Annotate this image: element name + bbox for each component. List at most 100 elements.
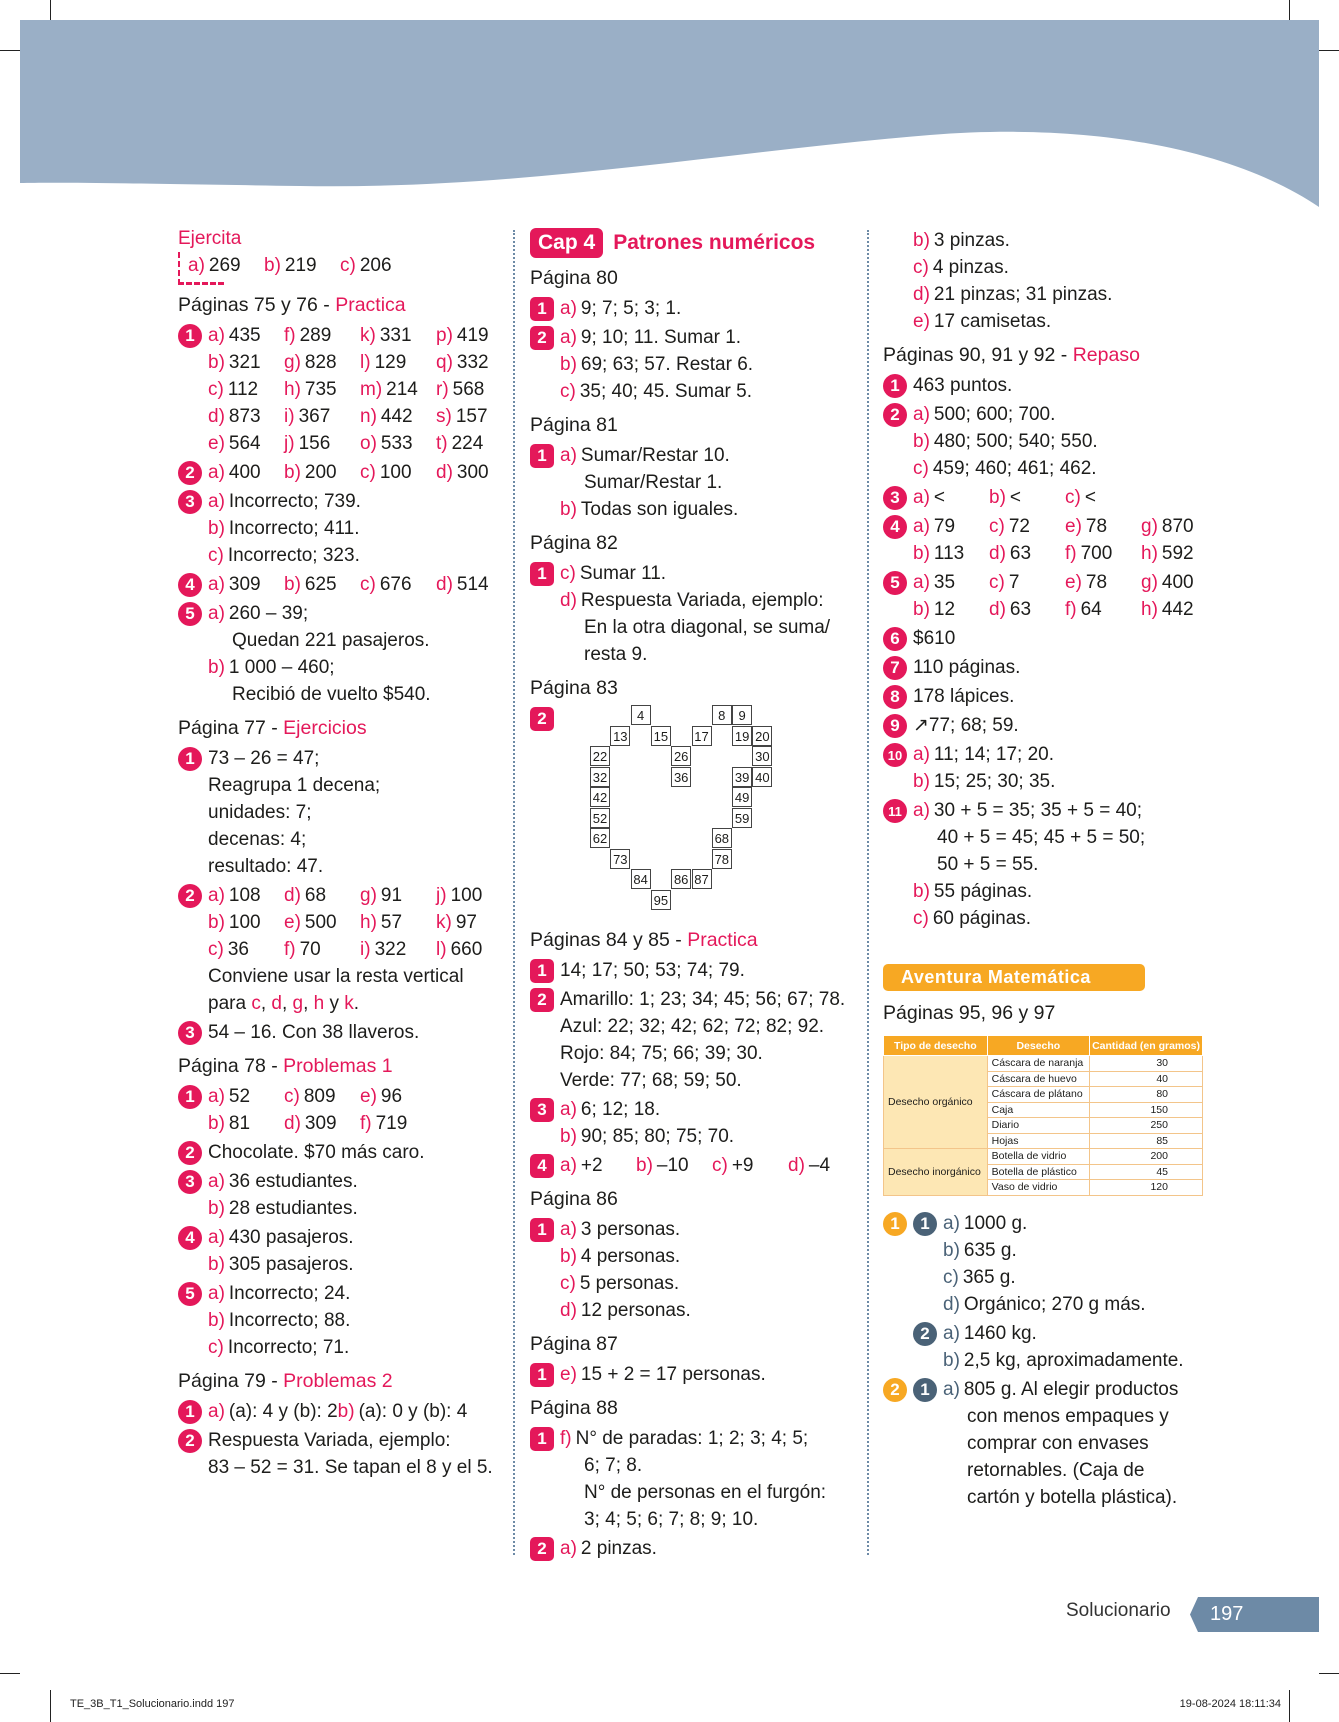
number-badge: 3 [883,486,907,510]
answer-line: ↗77; 68; 59. [913,712,1213,739]
answer-cell: d) 63 [989,596,1065,623]
answer-value: Sumar/Restar 1. [584,472,723,493]
answer-value: 55 páginas. [933,881,1033,902]
answer-cell: resultado: 47. [208,856,323,877]
answer-value: 54 – 16. Con 38 llaveros. [208,1022,420,1043]
ejercita-title: Ejercita [178,228,242,249]
answer-lines: 178 lápices. [913,683,1213,710]
quantity-cell: 120 [1089,1179,1203,1196]
answer-item: 3 a) < b) < c) < [883,484,1213,511]
answer-item: 2 a) 2 pinzas. [530,1535,860,1562]
answer-letter: b) [560,1126,577,1147]
answer-value: 96 [380,1086,403,1107]
answer-value: 40 + 5 = 45; 45 + 5 = 50; [937,827,1146,848]
answer-line: 40 + 5 = 45; 45 + 5 = 50; [913,824,1213,851]
answer-line: Rojo: 84; 75; 66; 39; 30. [560,1040,860,1067]
answer-cell: b) 3 pinzas. [913,230,1010,251]
section-heading: Página 79 - Problemas 2 [178,1367,508,1395]
answer-item: 2 a) 9; 10; 11. Sumar 1. b) 69; 63; 57. Rest… [530,324,860,405]
answer-value: < [1084,487,1096,508]
grid-cell: 52 [590,807,610,828]
answer-value: 635 g. [963,1239,1017,1261]
answer-line: Quedan 221 pasajeros. [208,627,508,654]
badges: 10 [883,741,907,767]
number-badge: 1 [178,747,202,771]
answer-item: 1 a) 9; 7; 5; 3; 1. [530,295,860,322]
answer-lines: a) 309 b) 625 c) 676 d) 514 [208,571,512,598]
answer-value: 79 [933,516,956,537]
answer-lines: a) 3 personas. b) 4 personas. c) 5 personas. d… [560,1216,860,1324]
answer-value: Conviene usar la resta vertical [208,966,464,987]
answer-line: c) Incorrecto; 323. [208,542,508,569]
answer-cell: ↗77; 68; 59. [913,715,1019,736]
answer-cell: c) < [1065,484,1141,511]
answer-line: 110 páginas. [913,654,1213,681]
answer-value: 113 [933,543,965,564]
section-heading: Página 81 [530,411,860,439]
table-header-row: Tipo de desecho Desecho Cantidad (en gramo… [883,1035,1203,1056]
answer-value: 514 [456,574,489,595]
answer-letter: a) [208,1171,225,1192]
answer-cell: b) Incorrecto; 411. [208,518,360,539]
answer-cell: a) Incorrecto; 739. [208,491,361,512]
answer-line: a) 79 c) 72 e) 78 g) 870 [913,513,1217,540]
answer-line: retornables. (Caja de [943,1457,1213,1484]
answer-letter: b) [943,1349,960,1371]
answer-item: 2 1 a) 805 g. Al elegir productos con menos … [883,1376,1213,1511]
answer-letter: c) [208,545,224,566]
answer-lines: a) 35 c) 7 e) 78 g) 400 b) 12 d) 63 f) 64 h) 442 [913,569,1217,623]
answer-lines: a) 108 d) 68 g) 91 j) 100 b) 100 e) 500 h) 57 k) 97 c) 36… [208,882,512,1017]
answer-letter: a) [560,445,577,466]
grid-cell: 26 [671,746,692,766]
answer-value: 110 páginas. [913,657,1021,678]
answer-cell: n) 442 [360,403,436,430]
answer-letter: a) [913,516,930,537]
answer-item: 3 a) 6; 12; 18. b) 90; 85; 80; 75; 70. [530,1096,860,1150]
answer-value: 9; 10; 11. Sumar 1. [580,327,742,348]
grid-cell: 73 [610,848,631,869]
answer-letter: d) [436,462,453,483]
heading-text: Página 86 [530,1188,618,1210]
answer-value: 57 [380,912,403,933]
number-badge: 1 [913,1211,937,1236]
answer-line: a) Incorrecto; 24. [208,1280,508,1307]
answer-item: 1 1 a) 1000 g. b) 635 g. c) 365 g. d) Orgánico; 2… [883,1210,1213,1318]
answer-value: 533 [380,433,413,454]
grid-cell: 40 [752,766,773,787]
section-heading: Página 82 [530,529,860,557]
answer-cell: a) 500; 600; 700. [913,404,1055,425]
answer-cell: e) 78 [1065,569,1141,596]
answer-letter: h) [360,912,377,933]
grid-cell: 49 [732,787,753,807]
answer-cell: k) 97 [436,909,512,936]
answer-cell: h) 735 [284,376,360,403]
answer-letter: a) [913,744,930,765]
answer-lines: a) 400 b) 200 c) 100 d) 300 [208,459,512,486]
answer-item: 4 a) 430 pasajeros. b) 305 pasajeros. [178,1224,508,1278]
answer-cell: a) 35 [913,569,989,596]
answer-line: a) 1460 kg. [943,1320,1213,1347]
text-segment: , [260,993,272,1014]
answer-value: 564 [228,433,261,454]
answer-item: 1 c) Sumar 11. d) Respuesta Variada, ejemplo… [530,560,860,668]
answer-letter: a) [208,574,225,595]
answer-letter: b) [560,499,577,520]
answer-letter: a) [560,1219,577,1240]
answer-value: 100 [228,912,261,933]
crop-mark [1289,0,1290,20]
section-heading: Páginas 90, 91 y 92 - Repaso [883,341,1213,369]
answer-value: 480; 500; 540; 550. [933,431,1098,452]
text-segment: h [313,993,325,1014]
answer-value: 367 [298,406,331,427]
table-row: Desecho inorgánico Botella de vidrio 200 [883,1148,1203,1196]
answer-lines: $610 [913,625,1213,652]
answer-letter: q) [436,352,453,373]
answer-letter: a) [913,487,930,508]
answer-value: 72 [1008,516,1030,537]
answer-letter: l) [360,352,371,373]
answer-line: a) 35 c) 7 e) 78 g) 400 [913,569,1217,596]
badges: 1 [178,1398,202,1424]
answer-cell: l) 129 [360,349,436,376]
number-badge: 4 [883,515,907,539]
